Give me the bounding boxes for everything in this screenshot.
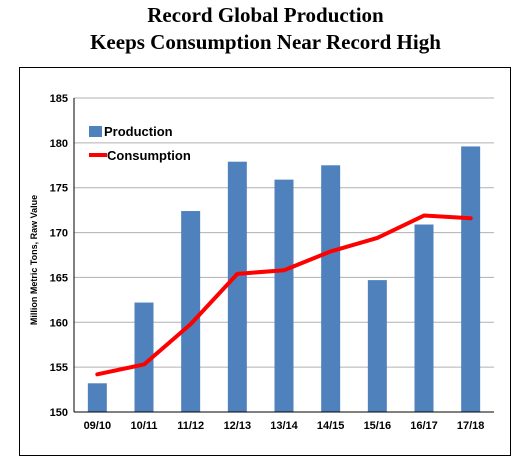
y-tick-label: 185 bbox=[50, 93, 68, 105]
chart-title: Record Global Production Keeps Consumpti… bbox=[0, 2, 531, 56]
y-tick-label: 180 bbox=[50, 138, 68, 150]
x-tick-labels: 09/10 10/11 11/12 12/13 13/14 14/15 15/16 16/17… bbox=[84, 420, 485, 432]
production-bar bbox=[414, 224, 434, 412]
legend-consumption-label: Consumption bbox=[107, 148, 191, 163]
x-tick-label: 09/10 bbox=[84, 420, 112, 432]
production-bar bbox=[461, 146, 481, 412]
title-line-2: Keeps Consumption Near Record High bbox=[90, 30, 441, 54]
legend-production-swatch bbox=[89, 126, 102, 137]
production-bar bbox=[181, 211, 201, 412]
production-bar bbox=[321, 165, 341, 412]
x-tick-label: 17/18 bbox=[457, 420, 485, 432]
consumption-line bbox=[95, 213, 473, 377]
production-bar bbox=[134, 302, 154, 412]
y-tick-label: 165 bbox=[50, 272, 68, 284]
y-tick-labels: 150 155 160 165 170 175 180 185 bbox=[50, 93, 68, 419]
y-tick-label: 155 bbox=[50, 362, 68, 374]
x-tick-label: 11/12 bbox=[177, 420, 204, 432]
y-axis-label: Million Metric Tons, Raw Value bbox=[29, 195, 39, 325]
x-tick-label: 14/15 bbox=[317, 420, 345, 432]
x-tick-label: 15/16 bbox=[364, 420, 392, 432]
x-tick-label: 16/17 bbox=[410, 420, 438, 432]
production-bar bbox=[274, 179, 294, 412]
x-tick-label: 12/13 bbox=[224, 420, 252, 432]
x-tick-label: 13/14 bbox=[270, 420, 298, 432]
production-bars bbox=[87, 146, 481, 412]
y-tick-label: 160 bbox=[50, 317, 68, 329]
production-bar bbox=[367, 280, 387, 412]
production-bar bbox=[87, 383, 107, 412]
production-bar bbox=[227, 161, 247, 412]
y-tick-label: 175 bbox=[50, 183, 68, 195]
legend-production-label: Production bbox=[104, 124, 173, 139]
x-tick-label: 10/11 bbox=[131, 420, 158, 432]
y-tick-label: 170 bbox=[50, 228, 68, 240]
axes bbox=[73, 98, 494, 413]
y-tick-label: 150 bbox=[50, 407, 68, 419]
title-line-1: Record Global Production bbox=[147, 3, 384, 27]
legend: Production Consumption bbox=[89, 124, 191, 163]
